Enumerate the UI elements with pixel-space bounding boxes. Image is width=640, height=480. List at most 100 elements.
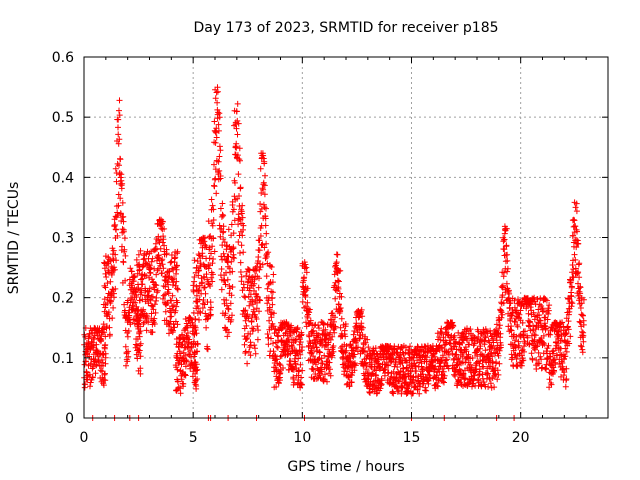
data-point (252, 345, 258, 352)
data-point (235, 211, 242, 218)
data-point (245, 315, 252, 322)
data-point (562, 383, 569, 390)
axis-ticks (83, 56, 608, 419)
data-point (540, 339, 547, 346)
data-point (124, 333, 131, 340)
data-point (147, 297, 154, 304)
data-point (496, 347, 503, 354)
data-point (315, 332, 322, 339)
data-point (173, 270, 179, 277)
data-point (196, 316, 202, 323)
data-point (107, 298, 114, 305)
data-point (175, 384, 182, 391)
data-point (256, 260, 263, 267)
data-point (127, 265, 134, 272)
data-point (326, 359, 333, 366)
data-point (292, 360, 299, 367)
data-point (237, 184, 244, 191)
data-point (310, 327, 317, 334)
data-point (119, 180, 126, 187)
data-point (128, 282, 135, 289)
data-point (168, 297, 175, 304)
data-point (145, 319, 152, 326)
data-point (256, 275, 262, 282)
data-point (543, 297, 550, 304)
data-point (477, 343, 484, 350)
data-point (166, 268, 173, 275)
data-point (134, 270, 141, 277)
data-point (236, 193, 242, 199)
data-point (213, 89, 220, 96)
data-point (137, 340, 144, 347)
data-point (210, 235, 217, 242)
data-point (306, 309, 313, 316)
data-point (224, 276, 231, 283)
data-point (423, 387, 430, 394)
data-point (297, 351, 304, 358)
data-point (359, 324, 366, 331)
data-point (513, 356, 520, 362)
data-point (237, 250, 243, 256)
data-point (243, 272, 250, 279)
data-point (270, 310, 277, 317)
data-point (273, 343, 280, 350)
data-point (256, 247, 263, 254)
data-point (140, 263, 146, 270)
data-point (243, 336, 250, 343)
data-point (512, 337, 518, 344)
data-point (111, 294, 117, 301)
data-point (489, 353, 496, 360)
data-point (500, 282, 506, 289)
data-point (438, 330, 445, 337)
data-point (378, 377, 385, 384)
data-point (531, 331, 538, 338)
data-point (298, 381, 305, 388)
data-point (213, 190, 220, 197)
data-point (114, 160, 121, 167)
data-point (534, 360, 541, 367)
data-point (193, 361, 200, 368)
data-point (88, 338, 95, 345)
data-point (575, 240, 582, 247)
data-point (120, 226, 127, 233)
data-point (541, 320, 548, 327)
x-tick-label: 5 (189, 430, 198, 446)
data-point (515, 338, 522, 345)
data-point (178, 361, 185, 368)
data-point (507, 300, 514, 306)
data-point (89, 374, 96, 381)
data-point (482, 334, 489, 341)
data-point (205, 218, 212, 225)
data-point (113, 226, 120, 233)
data-point (241, 308, 248, 315)
data-point (177, 390, 184, 397)
data-point (173, 303, 180, 310)
data-point (193, 383, 200, 389)
data-point (208, 274, 215, 281)
data-point (526, 323, 533, 330)
data-point (522, 328, 528, 335)
data-point (116, 162, 122, 169)
data-point (548, 381, 555, 388)
data-point (142, 315, 149, 322)
data-point (167, 297, 174, 304)
chart-title: Day 173 of 2023, SRMTID for receiver p18… (193, 20, 498, 36)
data-point (182, 352, 189, 359)
data-point (205, 265, 212, 272)
data-point (322, 371, 328, 378)
data-point (273, 383, 280, 390)
data-point (262, 172, 268, 179)
data-point (342, 333, 349, 340)
data-point (207, 311, 214, 318)
data-point (564, 323, 571, 330)
data-point (225, 226, 232, 233)
data-point (149, 255, 156, 262)
data-point (236, 216, 243, 222)
data-point (460, 370, 467, 377)
data-point (208, 250, 214, 257)
data-point (240, 222, 247, 229)
data-point (485, 383, 492, 390)
data-point (337, 324, 344, 331)
data-point (337, 308, 344, 315)
data-point (332, 295, 339, 302)
